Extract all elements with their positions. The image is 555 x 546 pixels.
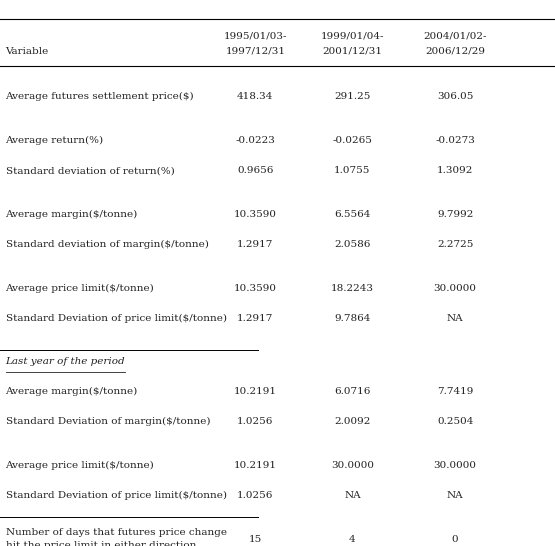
Text: hit the price limit in either direction: hit the price limit in either direction [6,541,196,546]
Text: 9.7992: 9.7992 [437,210,473,219]
Text: 1.2917: 1.2917 [237,240,274,249]
Text: 30.0000: 30.0000 [433,283,477,293]
Text: 30.0000: 30.0000 [433,461,477,470]
Text: 2.0586: 2.0586 [334,240,371,249]
Text: 10.2191: 10.2191 [234,387,277,396]
Text: 2.2725: 2.2725 [437,240,473,249]
Text: Standard Deviation of margin($/tonne): Standard Deviation of margin($/tonne) [6,417,210,426]
Text: 291.25: 291.25 [334,92,371,102]
Text: Standard deviation of margin($/tonne): Standard deviation of margin($/tonne) [6,240,209,249]
Text: NA: NA [447,313,463,323]
Text: 6.5564: 6.5564 [334,210,371,219]
Text: -0.0273: -0.0273 [435,136,475,145]
Text: -0.0265: -0.0265 [332,136,372,145]
Text: 18.2243: 18.2243 [331,283,374,293]
Text: 2004/01/02-: 2004/01/02- [423,32,487,40]
Text: 418.34: 418.34 [237,92,274,102]
Text: 2001/12/31: 2001/12/31 [322,47,382,56]
Text: 0: 0 [452,535,458,544]
Text: 1995/01/03-: 1995/01/03- [224,32,287,40]
Text: Average margin($/tonne): Average margin($/tonne) [6,210,138,219]
Text: -0.0223: -0.0223 [235,136,275,145]
Text: Standard Deviation of price limit($/tonne): Standard Deviation of price limit($/tonn… [6,491,226,500]
Text: 1999/01/04-: 1999/01/04- [321,32,384,40]
Text: Number of days that futures price change: Number of days that futures price change [6,528,226,537]
Text: 4: 4 [349,535,356,544]
Text: Average futures settlement price($): Average futures settlement price($) [6,92,194,102]
Text: 1.2917: 1.2917 [237,313,274,323]
Text: NA: NA [447,491,463,500]
Text: 1.0755: 1.0755 [334,166,371,175]
Text: 10.3590: 10.3590 [234,210,277,219]
Text: Variable: Variable [6,47,49,56]
Text: 10.3590: 10.3590 [234,283,277,293]
Text: 6.0716: 6.0716 [334,387,371,396]
Text: Average return(%): Average return(%) [6,136,104,145]
Text: 1.0256: 1.0256 [237,417,274,426]
Text: 9.7864: 9.7864 [334,313,371,323]
Text: 306.05: 306.05 [437,92,473,102]
Text: 30.0000: 30.0000 [331,461,374,470]
Text: 1.0256: 1.0256 [237,491,274,500]
Text: Last year of the period: Last year of the period [6,357,125,366]
Text: Average price limit($/tonne): Average price limit($/tonne) [6,461,154,470]
Text: Average margin($/tonne): Average margin($/tonne) [6,387,138,396]
Text: 10.2191: 10.2191 [234,461,277,470]
Text: Average price limit($/tonne): Average price limit($/tonne) [6,283,154,293]
Text: 1.3092: 1.3092 [437,166,473,175]
Text: Standard Deviation of price limit($/tonne): Standard Deviation of price limit($/tonn… [6,313,226,323]
Text: 0.9656: 0.9656 [237,166,274,175]
Text: 7.7419: 7.7419 [437,387,473,396]
Text: NA: NA [344,491,361,500]
Text: 15: 15 [249,535,262,544]
Text: 1997/12/31: 1997/12/31 [225,47,285,56]
Text: Standard deviation of return(%): Standard deviation of return(%) [6,166,174,175]
Text: 2.0092: 2.0092 [334,417,371,426]
Text: 2006/12/29: 2006/12/29 [425,47,485,56]
Text: 0.2504: 0.2504 [437,417,473,426]
